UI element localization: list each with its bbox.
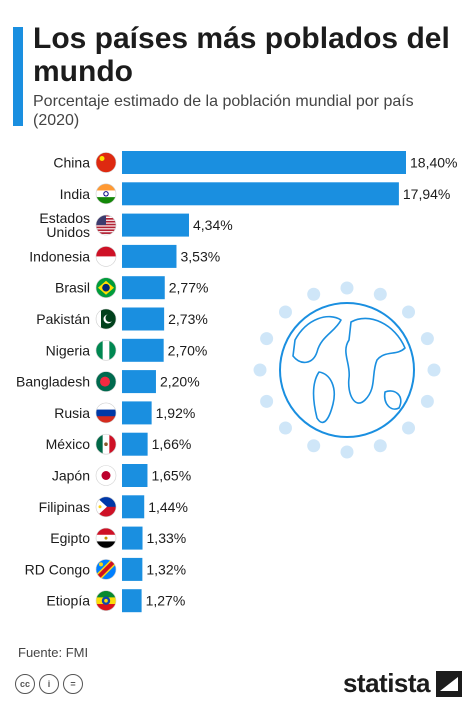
globe-icon	[253, 281, 441, 459]
bar-row: Brasil 2,77%	[55, 276, 209, 300]
bar	[122, 495, 145, 519]
bar-row: India 17,94%	[60, 182, 450, 206]
bar-row: Etiopía 1,27%	[46, 589, 186, 613]
cc-icon: cc	[15, 674, 35, 694]
bar-row: Indonesia 3,53%	[29, 244, 220, 268]
brazil-flag-icon	[95, 277, 117, 299]
japan-flag-icon	[95, 465, 117, 486]
value-label: 2,70%	[168, 342, 208, 358]
value-label: 1,33%	[147, 530, 187, 546]
value-label: 2,73%	[168, 311, 208, 327]
brand-name: statista	[342, 668, 431, 698]
source-note: Fuente: FMI	[18, 645, 89, 660]
value-label: 4,34%	[193, 217, 233, 233]
category-label: México	[46, 436, 91, 452]
bar	[122, 338, 164, 362]
category-label: Bangladesh	[16, 374, 90, 390]
bar	[122, 526, 143, 550]
bar-row: Nigeria 2,70%	[46, 338, 208, 362]
category-label: Nigeria	[46, 342, 91, 358]
india-flag-icon	[95, 183, 117, 205]
category-label: Etiopía	[46, 593, 90, 609]
category-label: Rusia	[54, 405, 90, 421]
chart-title: Los países más poblados del mundo	[33, 22, 450, 88]
bar	[122, 276, 165, 300]
bar	[122, 557, 143, 581]
bar	[122, 464, 148, 487]
value-label: 2,20%	[160, 374, 200, 390]
category-label: Brasil	[55, 280, 90, 296]
category-label: Filipinas	[39, 499, 90, 515]
bar-row: Filipinas 1,44%	[39, 495, 188, 519]
value-label: 1,65%	[151, 468, 191, 484]
bar	[122, 213, 189, 237]
bar	[122, 401, 152, 425]
value-label: 1,44%	[148, 499, 188, 515]
category-label: China	[53, 155, 90, 171]
value-label: 1,92%	[156, 405, 196, 421]
bar	[122, 432, 148, 456]
title-accent-bar	[13, 27, 23, 126]
value-label: 18,40%	[410, 155, 457, 171]
bar	[122, 307, 165, 331]
category-label: India	[60, 186, 91, 202]
value-label: 1,27%	[146, 593, 186, 609]
value-label: 2,77%	[169, 280, 209, 296]
bar	[122, 182, 399, 206]
drcongo-flag-icon	[95, 559, 117, 580]
value-label: 1,66%	[152, 436, 192, 452]
chart-subtitle: Porcentaje estimado de la población mund…	[33, 93, 414, 129]
value-label: 17,94%	[403, 186, 450, 202]
philippines-flag-icon	[95, 496, 117, 518]
bar	[122, 244, 177, 268]
category-label: Japón	[52, 468, 90, 484]
bar	[122, 151, 406, 174]
indonesia-flag-icon	[95, 246, 117, 267]
bar-chart: China 18,40% India 17,94% Estados Unidos 4,34%…	[16, 151, 457, 613]
bar-row: Estados Unidos 4,34%	[39, 210, 232, 240]
bar-row: Bangladesh 2,20%	[16, 370, 200, 394]
ethiopia-flag-icon	[95, 590, 117, 612]
bar-row: Rusia 1,92%	[54, 401, 196, 425]
mexico-flag-icon	[95, 433, 117, 455]
egypt-flag-icon	[95, 527, 117, 549]
bar-row: Japón 1,65%	[52, 464, 191, 487]
license-icons: cc i =	[15, 674, 83, 694]
value-label: 3,53%	[180, 248, 220, 264]
no-derivatives-icon: =	[63, 674, 83, 694]
bar-row: México 1,66%	[46, 432, 192, 456]
category-label: Estados Unidos	[39, 210, 90, 240]
bangladesh-flag-icon	[95, 371, 117, 392]
category-label: Indonesia	[29, 248, 90, 264]
russia-flag-icon	[95, 402, 117, 424]
category-label: Egipto	[50, 530, 90, 546]
bar	[122, 370, 156, 394]
attribution-icon: i	[39, 674, 59, 694]
brand-logo[interactable]: statista	[343, 668, 462, 699]
bar-row: RD Congo 1,32%	[25, 557, 186, 581]
category-label: RD Congo	[25, 561, 91, 577]
usa-flag-icon	[95, 214, 117, 236]
statista-logo-icon	[436, 670, 462, 697]
bar-row: China 18,40%	[53, 151, 457, 174]
pakistan-flag-icon	[95, 308, 117, 330]
value-label: 1,32%	[146, 561, 186, 577]
bar-row: Egipto 1,33%	[50, 526, 187, 550]
category-label: Pakistán	[36, 311, 90, 327]
bar	[122, 589, 142, 613]
china-flag-icon	[95, 152, 117, 173]
nigeria-flag-icon	[95, 339, 117, 361]
bar-row: Pakistán 2,73%	[36, 307, 208, 331]
